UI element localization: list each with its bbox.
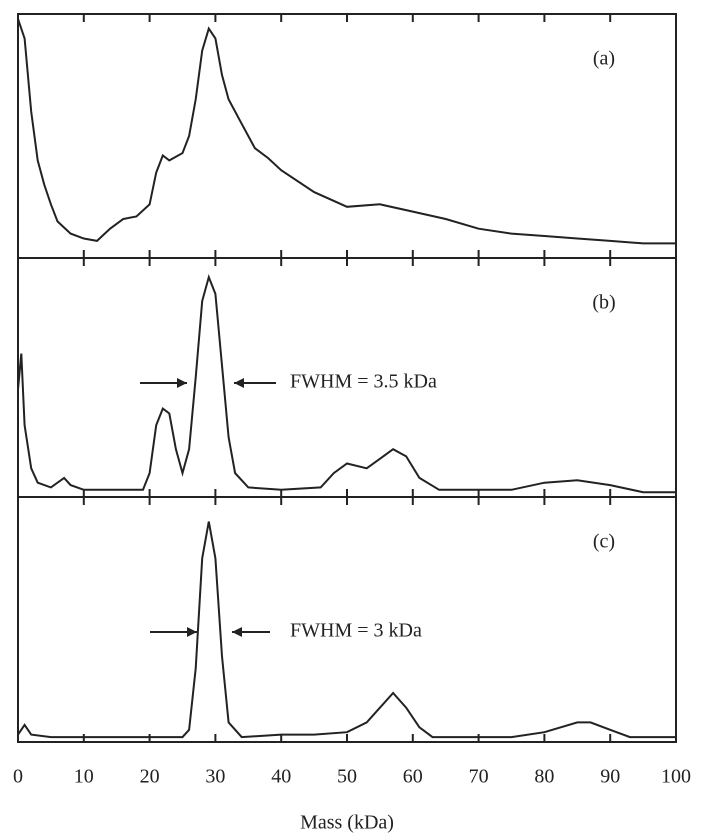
x-tick-label: 60	[403, 766, 423, 788]
spectrum-line	[17, 521, 676, 739]
x-tick-label: 70	[469, 766, 489, 788]
panel-label: (a)	[593, 48, 615, 70]
x-tick-label: 30	[205, 766, 225, 788]
annotation: FWHM = 3 kDa	[290, 620, 422, 642]
annotation: FWHM = 3.5 kDa	[290, 371, 437, 393]
x-tick-label: 40	[271, 766, 291, 788]
spectrum-line	[17, 18, 676, 245]
x-tick-label: 0	[13, 766, 23, 788]
x-axis-label: Mass (kDa)	[300, 812, 394, 834]
panel-label: (c)	[593, 531, 615, 553]
panel-frame	[17, 13, 677, 259]
fwhm-arrowhead	[232, 627, 242, 637]
fwhm-arrowhead	[234, 378, 244, 388]
x-tick-label: 80	[534, 766, 554, 788]
x-tick-label: 100	[661, 766, 691, 788]
spectrum-line	[17, 273, 676, 494]
x-tick-label: 10	[74, 766, 94, 788]
x-tick-label: 50	[337, 766, 357, 788]
panel-frame	[17, 496, 677, 743]
fwhm-arrowhead	[187, 627, 197, 637]
fwhm-arrowhead	[177, 378, 187, 388]
x-tick-label: 20	[140, 766, 160, 788]
panel-label: (b)	[592, 292, 615, 314]
x-tick-label: 90	[600, 766, 620, 788]
